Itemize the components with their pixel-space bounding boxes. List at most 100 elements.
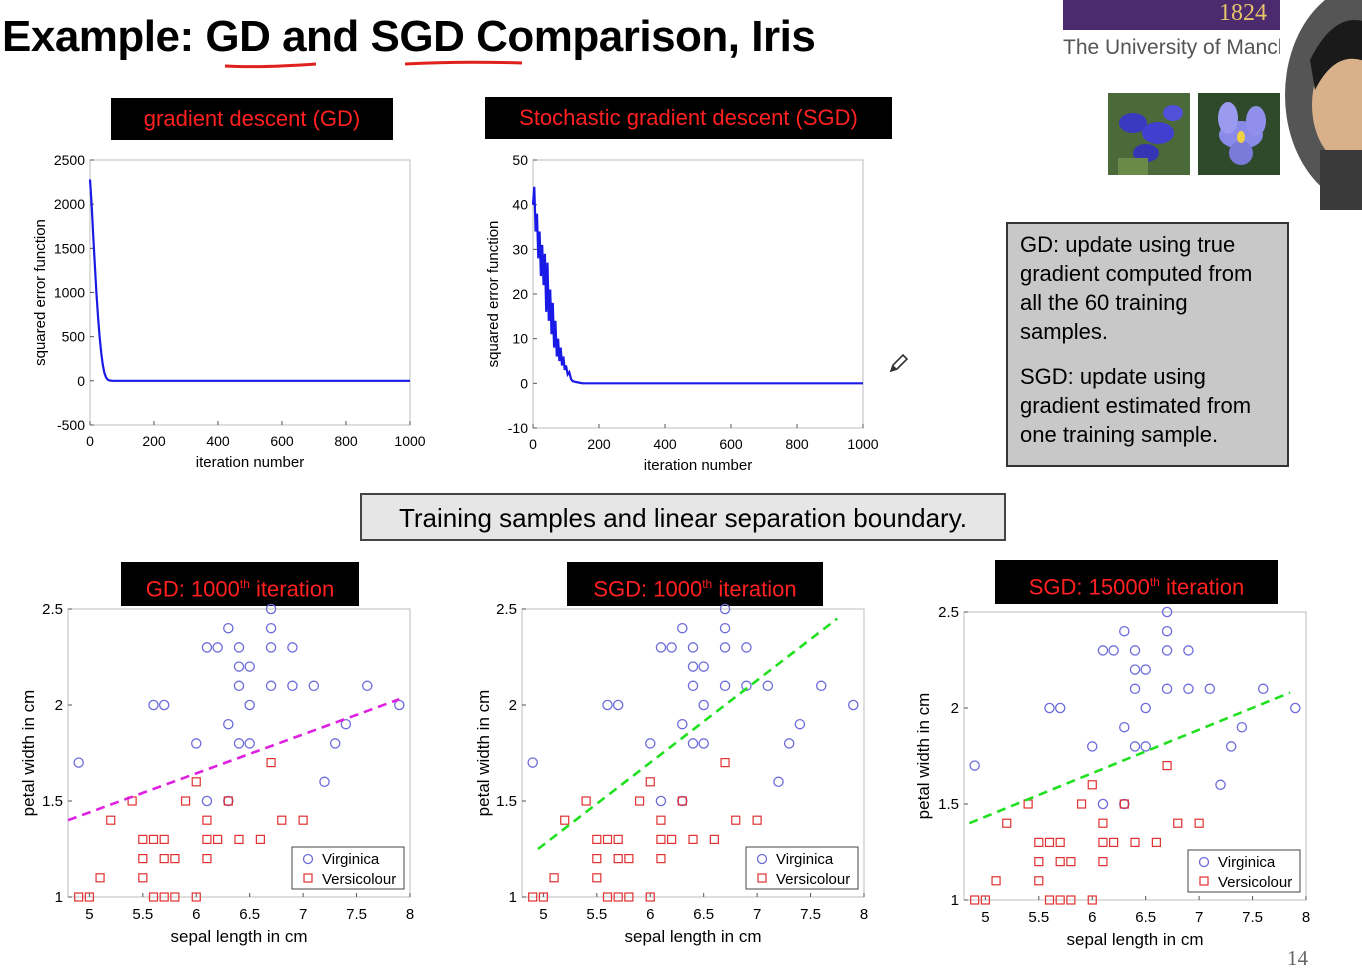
virginica-point — [815, 680, 827, 692]
sgd-1000-label-suffix: iteration — [712, 576, 797, 602]
notes-sgd: SGD: update using gradient estimated fro… — [1020, 364, 1252, 447]
versicolour-point — [1098, 857, 1108, 867]
gd-error-chart: 0 200 400 600 800 1000-5000500100015002000250… — [32, 152, 426, 471]
versicolour-point — [656, 834, 666, 844]
page-number: 14 — [1287, 946, 1308, 970]
y-tick-label: 0 — [77, 373, 85, 389]
virginica-point — [329, 738, 341, 749]
virginica-point — [244, 738, 255, 749]
versicolour-point — [656, 815, 666, 825]
virginica-point — [223, 718, 234, 730]
legend-versicolour-label: Versicolour — [1218, 874, 1292, 891]
virginica-point — [1044, 702, 1055, 714]
y-tick-label: 2000 — [54, 196, 85, 212]
versicolour-point — [223, 796, 233, 806]
versicolour-point — [1076, 799, 1087, 809]
versicolour-point — [752, 815, 762, 825]
versicolour-point — [1098, 837, 1108, 847]
versicolour-point — [602, 834, 613, 844]
virginica-point — [265, 680, 277, 692]
x-tick-label: 5.5 — [586, 906, 607, 923]
x-tick-label: 6 — [646, 906, 654, 923]
virginica-point — [602, 699, 613, 711]
versicolour-point — [1034, 857, 1044, 867]
virginica-point — [698, 699, 709, 711]
error-curve — [531, 186, 863, 385]
x-tick-label: 400 — [653, 436, 677, 452]
x-tick-label: 200 — [587, 436, 611, 452]
versicolour-point — [1151, 837, 1161, 847]
gd-1000-label-prefix: GD: 1000 — [145, 576, 240, 602]
x-axis-label: sepal length in cm — [1066, 930, 1203, 949]
virginica-point — [201, 795, 213, 807]
versicolour-point — [255, 834, 265, 844]
x-tick-label: 0 — [529, 436, 537, 452]
legend-versicolour-marker — [1199, 876, 1209, 886]
iris-photo-2 — [1198, 93, 1280, 175]
virginica-point — [287, 642, 298, 653]
versicolour-point — [1130, 837, 1140, 847]
versicolour-point — [1055, 837, 1065, 847]
notes-box: GD: update using true gradient computed … — [1006, 222, 1289, 467]
x-tick-label: 8 — [1302, 909, 1310, 926]
x-tick-label: 8 — [860, 906, 868, 923]
virginica-point — [719, 680, 731, 692]
virginica-point — [1140, 741, 1151, 752]
versicolour-point — [1173, 818, 1183, 828]
virginica-point — [1225, 741, 1237, 752]
versicolour-point — [667, 834, 677, 844]
y-axis-label: petal width in cm — [474, 690, 493, 817]
virginica-point — [1215, 779, 1226, 791]
y-tick-label: 2 — [951, 700, 959, 717]
scatter-sgd-1000: 5 5.5 6 6.5 7 7.5 8 1 1.5 2 2.5 sepal length in cm p… — [474, 601, 868, 946]
virginica-point — [319, 776, 330, 788]
notes-gd: GD: update using true gradient computed … — [1020, 232, 1253, 344]
versicolour-point — [634, 796, 645, 806]
versicolour-point — [170, 892, 180, 902]
versicolour-point — [1066, 857, 1076, 867]
sgd-error-chart: 0 200 400 600 800 1000-1001020304050iteration… — [485, 152, 879, 474]
legend-box — [291, 846, 405, 890]
sgd-15000-label: SGD: 15000th iteration — [995, 560, 1278, 604]
sgd-chart-label: Stochastic gradient descent (SGD) — [485, 97, 892, 139]
virginica-point — [655, 642, 667, 653]
versicolour-point — [645, 777, 655, 787]
legend-versicolour-marker — [757, 873, 767, 883]
virginica-point — [1097, 645, 1109, 656]
underline-sgd — [404, 60, 523, 66]
versicolour-point — [1087, 895, 1097, 905]
error-curve — [88, 179, 410, 382]
versicolour-point — [1162, 761, 1172, 771]
versicolour-point — [202, 854, 212, 864]
virginica-point — [1140, 702, 1151, 714]
virginica-point — [265, 642, 277, 653]
versicolour-point — [202, 834, 212, 844]
separation-boundary — [968, 691, 1291, 825]
separation-boundary — [67, 698, 400, 822]
x-axis-label: sepal length in cm — [624, 927, 761, 946]
gd-1000-label-sup: th — [239, 577, 250, 591]
versicolour-point — [677, 796, 687, 806]
versicolour-point — [1066, 895, 1076, 905]
legend-versicolour-marker — [303, 873, 313, 883]
virginica-point — [244, 699, 255, 711]
y-tick-label: 1 — [951, 892, 959, 909]
page-title: Example: GD and SGD Comparison, Iris — [2, 12, 816, 61]
x-tick-label: 6.5 — [239, 906, 260, 923]
virginica-point — [233, 680, 245, 692]
versicolour-point — [138, 873, 148, 883]
iris-photo-1 — [1108, 93, 1190, 175]
virginica-point — [1129, 645, 1141, 656]
x-tick-label: 7.5 — [800, 906, 821, 923]
versicolour-point — [613, 892, 623, 902]
versicolour-point — [1055, 895, 1065, 905]
versicolour-point — [95, 873, 105, 883]
virginica-point — [1183, 645, 1194, 656]
y-tick-label: 500 — [62, 329, 86, 345]
virginica-point — [741, 642, 752, 653]
virginica-point — [783, 738, 795, 749]
y-tick-label: 20 — [512, 286, 528, 302]
y-tick-label: 1.5 — [42, 793, 63, 810]
versicolour-point — [581, 796, 591, 806]
versicolour-point — [1098, 818, 1108, 828]
